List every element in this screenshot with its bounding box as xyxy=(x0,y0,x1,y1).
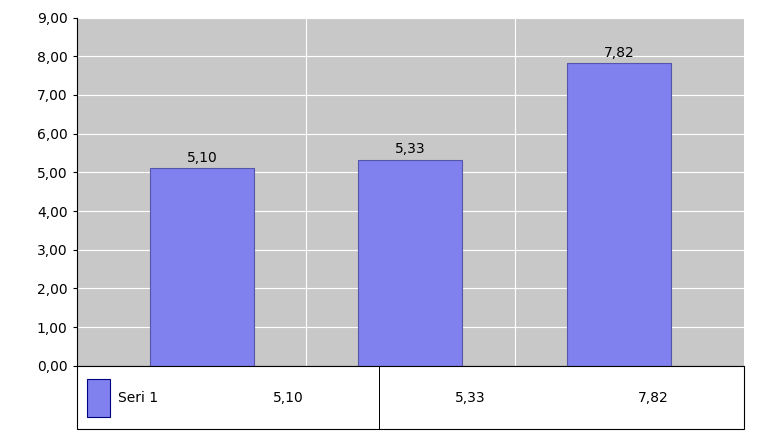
Text: 7,82: 7,82 xyxy=(604,46,634,60)
Bar xyxy=(567,63,671,366)
Text: 5,33: 5,33 xyxy=(395,142,426,156)
Text: 5,10: 5,10 xyxy=(272,391,304,405)
Text: 5,10: 5,10 xyxy=(186,152,217,166)
Bar xyxy=(87,378,110,417)
Bar xyxy=(150,169,254,366)
Text: 7,82: 7,82 xyxy=(637,391,668,405)
Text: 5,33: 5,33 xyxy=(455,391,486,405)
Text: Seri 1: Seri 1 xyxy=(118,391,158,405)
Bar xyxy=(358,159,463,366)
